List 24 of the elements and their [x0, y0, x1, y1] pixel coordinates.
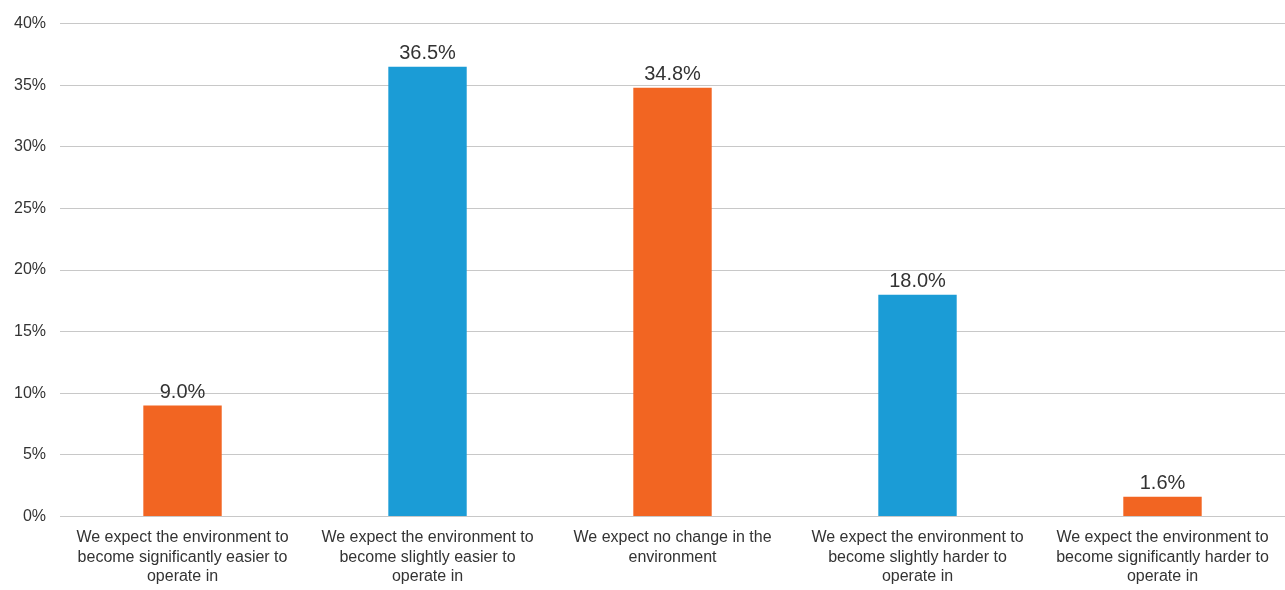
y-tick-label: 5%: [22, 445, 47, 463]
y-tick-label: 40%: [13, 14, 47, 32]
y-tick-label: 10%: [13, 383, 47, 401]
data-label: 34.8%: [644, 62, 702, 85]
bar: [388, 66, 467, 516]
x-tick-label: We expect the environment to become significantly harder to operate in: [1056, 528, 1269, 584]
x-tick-label: We expect no change in the environment: [573, 528, 772, 565]
bar: [633, 87, 712, 516]
y-tick-label: 25%: [13, 198, 47, 216]
bar: [878, 294, 957, 516]
y-tick-label: 35%: [13, 75, 47, 93]
bar: [1123, 496, 1202, 516]
y-tick-label: 30%: [13, 137, 47, 155]
data-label: 36.5%: [399, 41, 457, 64]
data-label: 9.0%: [159, 380, 206, 403]
y-tick-label: 0%: [22, 506, 47, 524]
x-tick-label: We expect the environment to become significantly easier to operate in: [76, 528, 289, 584]
data-label: 1.6%: [1139, 471, 1186, 494]
x-tick-label: We expect the environment to become slightly easier to operate in: [321, 528, 534, 584]
y-tick-label: 15%: [13, 322, 47, 340]
data-label: 18.0%: [889, 269, 947, 292]
x-tick-label: We expect the environment to become slightly harder to operate in: [811, 528, 1024, 584]
bar: [143, 405, 222, 516]
y-tick-label: 20%: [13, 260, 47, 278]
